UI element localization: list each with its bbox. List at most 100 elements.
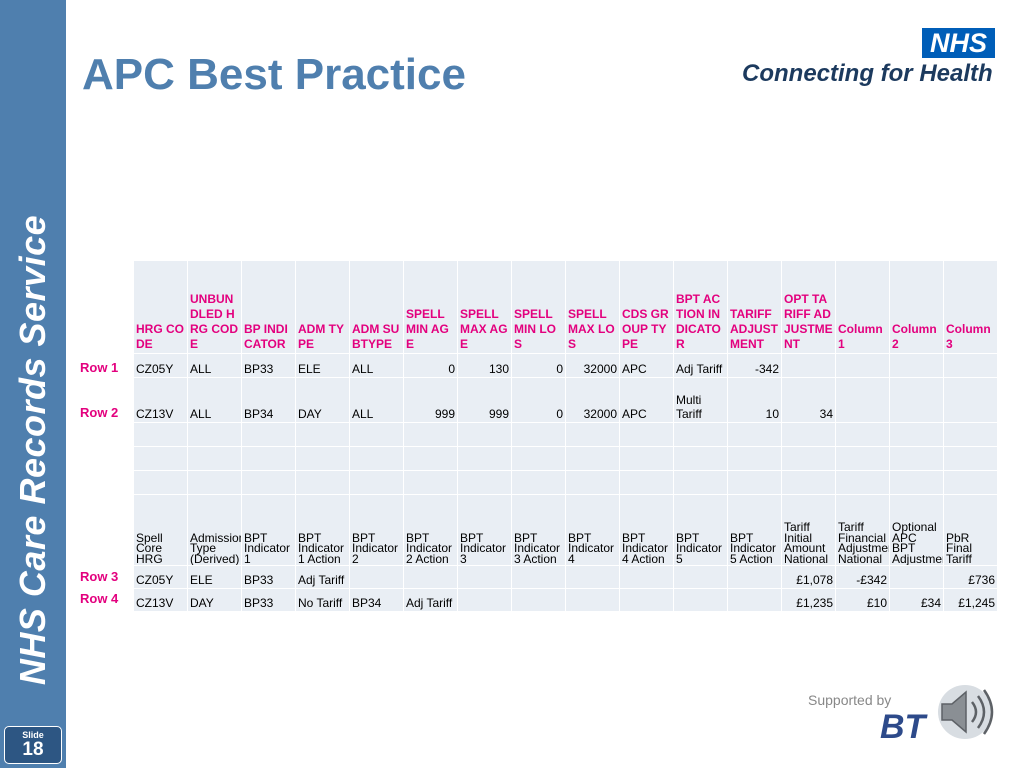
table-cell: ALL [349, 353, 404, 378]
table-cell: CZ05Y [133, 353, 188, 378]
subheader-cell: BPT Indicator 4 Action [619, 494, 674, 566]
table-row: CZ13V DAY BP33 No Tariff BP34 Adj Tariff… [133, 588, 998, 612]
subheader-cell: Spell Core HRG [133, 494, 188, 566]
table-cell [943, 353, 998, 378]
connecting-for-health-logo: Connecting for Health [742, 60, 993, 87]
table-cell: ALL [187, 353, 242, 378]
table-cell: CZ13V [133, 377, 188, 423]
table-cell [457, 588, 512, 612]
slide-number: 18 [22, 739, 44, 760]
table-cell: ALL [349, 377, 404, 423]
table-cell [889, 377, 944, 423]
table-cell: £34 [889, 588, 944, 612]
table-cell [943, 377, 998, 423]
table-cell: Multi Tariff [673, 377, 728, 423]
table-cell [835, 353, 890, 378]
subheader-cell: Tariff Financial Adjustment National [835, 494, 890, 566]
table-cell: BP33 [241, 588, 296, 612]
table-cell [565, 588, 620, 612]
subheader-cell: Tariff Initial Amount National [781, 494, 836, 566]
page-title: APC Best Practice [82, 50, 466, 99]
table-cell [727, 565, 782, 589]
table-cell [511, 588, 566, 612]
nhs-logo: NHS [922, 28, 995, 58]
data-table: HRG CODE UNBUNDLED HRG CODE BP INDICATOR… [133, 260, 998, 612]
table-cell [403, 565, 458, 589]
subheader-cell: PbR Final Tariff [943, 494, 998, 566]
table-subheader-row: Spell Core HRG Admission Type (Derived) … [133, 494, 998, 566]
table-cell: Adj Tariff [403, 588, 458, 612]
header-cell: HRG CODE [133, 260, 188, 354]
table-cell: 32000 [565, 353, 620, 378]
table-cell: Adj Tariff [295, 565, 350, 589]
table-cell [619, 565, 674, 589]
subheader-cell: Admission Type (Derived) [187, 494, 242, 566]
table-cell: Adj Tariff [673, 353, 728, 378]
header-cell: Column 3 [943, 260, 998, 354]
table-cell: 10 [727, 377, 782, 423]
subheader-cell: BPT Indicator 5 [673, 494, 728, 566]
subheader-cell: BPT Indicator 3 Action [511, 494, 566, 566]
header-cell: Column 2 [889, 260, 944, 354]
table-cell [565, 565, 620, 589]
table-cell: ELE [187, 565, 242, 589]
table-cell: ALL [187, 377, 242, 423]
header-cell: Column 1 [835, 260, 890, 354]
row-label-4: Row 4 [80, 591, 119, 606]
header-cell: SPELL MIN AGE [403, 260, 458, 354]
table-cell [673, 565, 728, 589]
table-cell: BP33 [241, 353, 296, 378]
table-cell [511, 565, 566, 589]
slide-badge: Slide 18 [4, 726, 62, 764]
table-cell: 999 [457, 377, 512, 423]
table-cell: 0 [511, 353, 566, 378]
table-cell [835, 377, 890, 423]
table-cell [727, 588, 782, 612]
header-cell: SPELL MIN LOS [511, 260, 566, 354]
supported-by-label: Supported by [808, 692, 892, 708]
speaker-icon[interactable] [930, 676, 1000, 742]
table-cell: APC [619, 353, 674, 378]
sidebar-title: NHS Care Records Service [12, 214, 53, 686]
table-cell: £1,235 [781, 588, 836, 612]
table-cell: 34 [781, 377, 836, 423]
header-cell: CDS GROUP TYPE [619, 260, 674, 354]
table-cell: APC [619, 377, 674, 423]
header-cell: UNBUNDLED HRG CODE [187, 260, 242, 354]
table-row: CZ13V ALL BP34 DAY ALL 999 999 0 32000 A… [133, 377, 998, 423]
table-row-empty [133, 470, 998, 495]
header-cell: ADM TYPE [295, 260, 350, 354]
sidebar: NHS Care Records Service Slide 18 [0, 0, 66, 768]
table-row: CZ05Y ELE BP33 Adj Tariff £1,078 -£342 £… [133, 565, 998, 589]
table-cell: £736 [943, 565, 998, 589]
header-cell: ADM SUBTYPE [349, 260, 404, 354]
table-cell: 32000 [565, 377, 620, 423]
header-cell: SPELL MAX LOS [565, 260, 620, 354]
table-cell: No Tariff [295, 588, 350, 612]
header-cell: OPT TARIFF ADJUSTMENT [781, 260, 836, 354]
table-cell [673, 588, 728, 612]
table-cell: £1,245 [943, 588, 998, 612]
table-cell [889, 565, 944, 589]
header-cell: BP INDICATOR [241, 260, 296, 354]
slide-label: Slide [22, 730, 44, 740]
subheader-cell: BPT Indicator 1 Action [295, 494, 350, 566]
row-label-2: Row 2 [80, 405, 119, 420]
table-cell [349, 565, 404, 589]
header-cell: TARIFF ADJUSTMENT [727, 260, 782, 354]
table-cell [781, 353, 836, 378]
row-label-1: Row 1 [80, 360, 119, 375]
bt-logo: BT [880, 708, 926, 746]
subheader-cell: BPT Indicator 4 [565, 494, 620, 566]
table-cell: BP34 [241, 377, 296, 423]
subheader-cell: Optional APC BPT Adjustment [889, 494, 944, 566]
subheader-cell: BPT Indicator 2 Action [403, 494, 458, 566]
table-cell [619, 588, 674, 612]
table-row: CZ05Y ALL BP33 ELE ALL 0 130 0 32000 APC… [133, 353, 998, 378]
table-cell: DAY [187, 588, 242, 612]
row-label-3: Row 3 [80, 569, 119, 584]
header-cell: BPT ACTION INDICATOR [673, 260, 728, 354]
table-cell: CZ13V [133, 588, 188, 612]
subheader-cell: BPT Indicator 2 [349, 494, 404, 566]
table-cell: £1,078 [781, 565, 836, 589]
